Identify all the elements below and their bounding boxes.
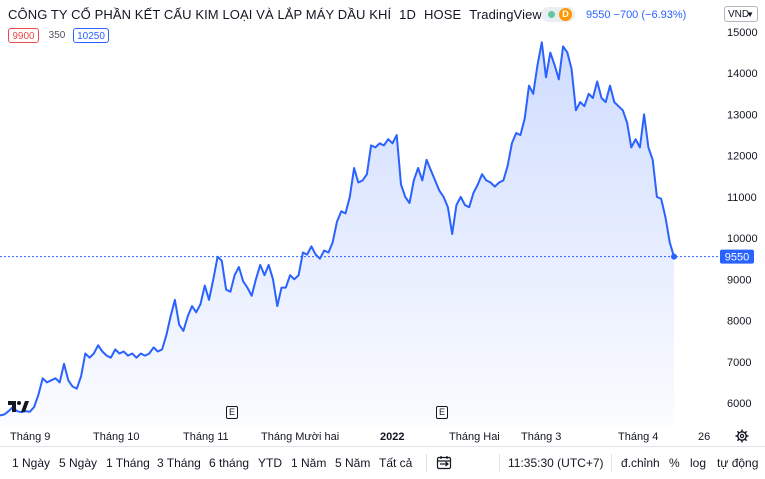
y-tick-label: 14000 — [727, 68, 758, 80]
percent-toggle[interactable]: % — [669, 456, 680, 470]
range-1y-button[interactable]: 1 Năm — [291, 456, 327, 470]
x-tick-label: Tháng 3 — [521, 431, 561, 443]
x-tick-label: Tháng 11 — [183, 431, 229, 443]
x-tick-label: Tháng 10 — [93, 431, 139, 443]
range-1m-button[interactable]: 1 Tháng — [106, 456, 150, 470]
last-price-dot — [671, 253, 677, 260]
price-line — [0, 41, 675, 417]
y-axis[interactable]: 15000 14000 13000 12000 11000 10000 9000 8000 70… — [727, 27, 758, 410]
interval-label[interactable]: 1D — [399, 7, 416, 22]
market-open-dot-icon — [548, 11, 555, 18]
chart-header: CÔNG TY CỔ PHẦN KẾT CẤU KIM LOẠI VÀ LẮP … — [0, 0, 765, 50]
clock-time[interactable]: 11:35:30 (UTC+7) — [508, 456, 604, 470]
y-tick-label: 15000 — [727, 27, 758, 39]
range-all-button[interactable]: Tất cả — [379, 456, 413, 470]
log-toggle[interactable]: log — [690, 456, 707, 470]
y-tick-label: 12000 — [727, 151, 758, 163]
x-tick-label: 2022 — [380, 431, 404, 443]
adjust-toggle[interactable]: đ.chỉnh — [621, 456, 660, 470]
y-tick-label: 11000 — [727, 192, 757, 204]
company-name: CÔNG TY CỔ PHẦN KẾT CẤU KIM LOẠI VÀ LẮP … — [8, 7, 392, 22]
x-tick-label: Tháng 4 — [618, 431, 658, 443]
y-tick-label: 7000 — [727, 357, 751, 369]
range-3m-button[interactable]: 3 Tháng — [157, 456, 201, 470]
range-1d-button[interactable]: 1 Ngày — [12, 456, 51, 470]
earnings-marker-1[interactable]: E — [226, 406, 238, 419]
range-5y-button[interactable]: 5 Năm — [335, 456, 371, 470]
toolbar-divider — [499, 454, 500, 472]
toolbar-divider — [426, 454, 427, 472]
range-5d-button[interactable]: 5 Ngày — [59, 456, 98, 470]
toolbar-divider — [611, 454, 612, 472]
x-tick-label: Tháng Hai — [449, 431, 500, 443]
x-tick-label: 26 — [698, 431, 710, 443]
y-tick-label: 6000 — [727, 398, 751, 410]
source-label: TradingView — [469, 7, 542, 22]
range-ytd-button[interactable]: YTD — [258, 456, 282, 470]
chevron-down-icon: ▼ — [746, 10, 754, 19]
delayed-data-icon: D — [559, 8, 572, 21]
last-price-label: 9550 — [725, 252, 749, 264]
price-area-fill — [0, 42, 674, 426]
symbol-title: CÔNG TY CỔ PHẦN KẾT CẤU KIM LOẠI VÀ LẮP … — [8, 7, 542, 22]
y-tick-label: 8000 — [727, 316, 751, 328]
date-range-icon[interactable] — [436, 455, 452, 471]
x-tick-label: Tháng Mười hai — [261, 431, 339, 443]
x-tick-label: Tháng 9 — [10, 431, 50, 443]
exchange-label: HOSE — [424, 7, 462, 22]
currency-label: VND — [728, 9, 750, 20]
range-6m-button[interactable]: 6 tháng — [209, 456, 250, 470]
market-status-badge[interactable]: D — [541, 7, 575, 22]
x-axis[interactable]: Tháng 9 Tháng 10 Tháng 11 Tháng Mười hai 202… — [10, 431, 710, 443]
price-change-info: 9550 −700 (−6.93%) — [586, 9, 687, 21]
price-chart[interactable]: 15000 14000 13000 12000 11000 10000 9000 8000 70… — [0, 0, 765, 446]
y-tick-label: 13000 — [727, 109, 758, 121]
earnings-marker-2[interactable]: E — [436, 406, 448, 419]
y-tick-label: 9000 — [727, 274, 751, 286]
spread-chip: 350 — [48, 30, 66, 41]
last-price-tag: 9550 — [720, 249, 754, 264]
bottom-toolbar: 1 Ngày 5 Ngày 1 Tháng 3 Tháng 6 tháng YT… — [0, 446, 765, 479]
bid-price-chip[interactable]: 9900 — [8, 28, 39, 43]
tradingview-logo-icon[interactable] — [8, 399, 30, 413]
y-tick-label: 10000 — [727, 233, 758, 245]
ask-price-chip[interactable]: 10250 — [73, 28, 109, 43]
currency-dropdown[interactable]: VND ▼ — [724, 6, 758, 22]
gear-icon[interactable] — [735, 429, 749, 443]
auto-scale-toggle[interactable]: tự động — [717, 456, 759, 470]
